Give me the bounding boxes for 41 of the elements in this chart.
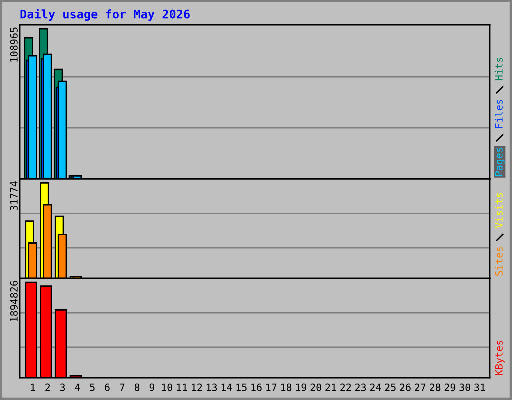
x-tick-label: 10 [162,384,172,392]
text: Visits [495,193,503,228]
text: Sites [495,247,503,276]
x-tick-label: 17 [266,384,277,392]
x-tick-label: 4 [75,384,80,392]
text: 31774 [10,182,18,211]
text: Hits [495,58,503,80]
x-tick-label: 23 [356,384,366,392]
x-tick-label: 24 [370,384,382,392]
x-tick-label: 16 [252,384,262,392]
x-tick-label: 8 [134,384,140,392]
text: KBytes [495,340,505,376]
x-tick-label: 26 [400,384,411,392]
x-tick-label: 15 [236,384,247,392]
text: 1894826 [10,281,18,322]
chart-title: Daily usage for May 2026 [20,8,190,22]
x-tick-label: 11 [177,384,188,392]
text: 108965 [10,28,18,62]
x-tick-label: 5 [90,384,95,392]
x-tick-label: 21 [326,384,336,392]
legend-label: Files [495,100,503,128]
x-tick-label: 31 [474,384,486,392]
x-tick-label: 9 [150,384,155,392]
x-tick-label: 19 [296,384,307,392]
x-tick-label: 2 [46,384,50,392]
x-tick-label: 30 [460,384,470,392]
x-tick-label: 20 [310,384,322,392]
x-tick-label: 14 [222,384,232,392]
x-tick-label: 13 [206,384,218,392]
x-tick-label: 3 [60,384,66,392]
x-tick-label: 7 [120,384,125,392]
x-tick-label: 12 [192,384,202,392]
x-tick-label: 27 [415,384,426,392]
x-tick-label: 18 [281,384,292,392]
x-tick-label: 22 [340,384,352,392]
x-tick-label: 29 [444,384,456,392]
x-tick-label: 28 [430,384,441,392]
x-tick-label: 6 [105,384,110,392]
x-tick-label: 25 [385,384,396,392]
legend-label: Pages [495,148,505,176]
x-tick-label: 1 [31,384,36,392]
